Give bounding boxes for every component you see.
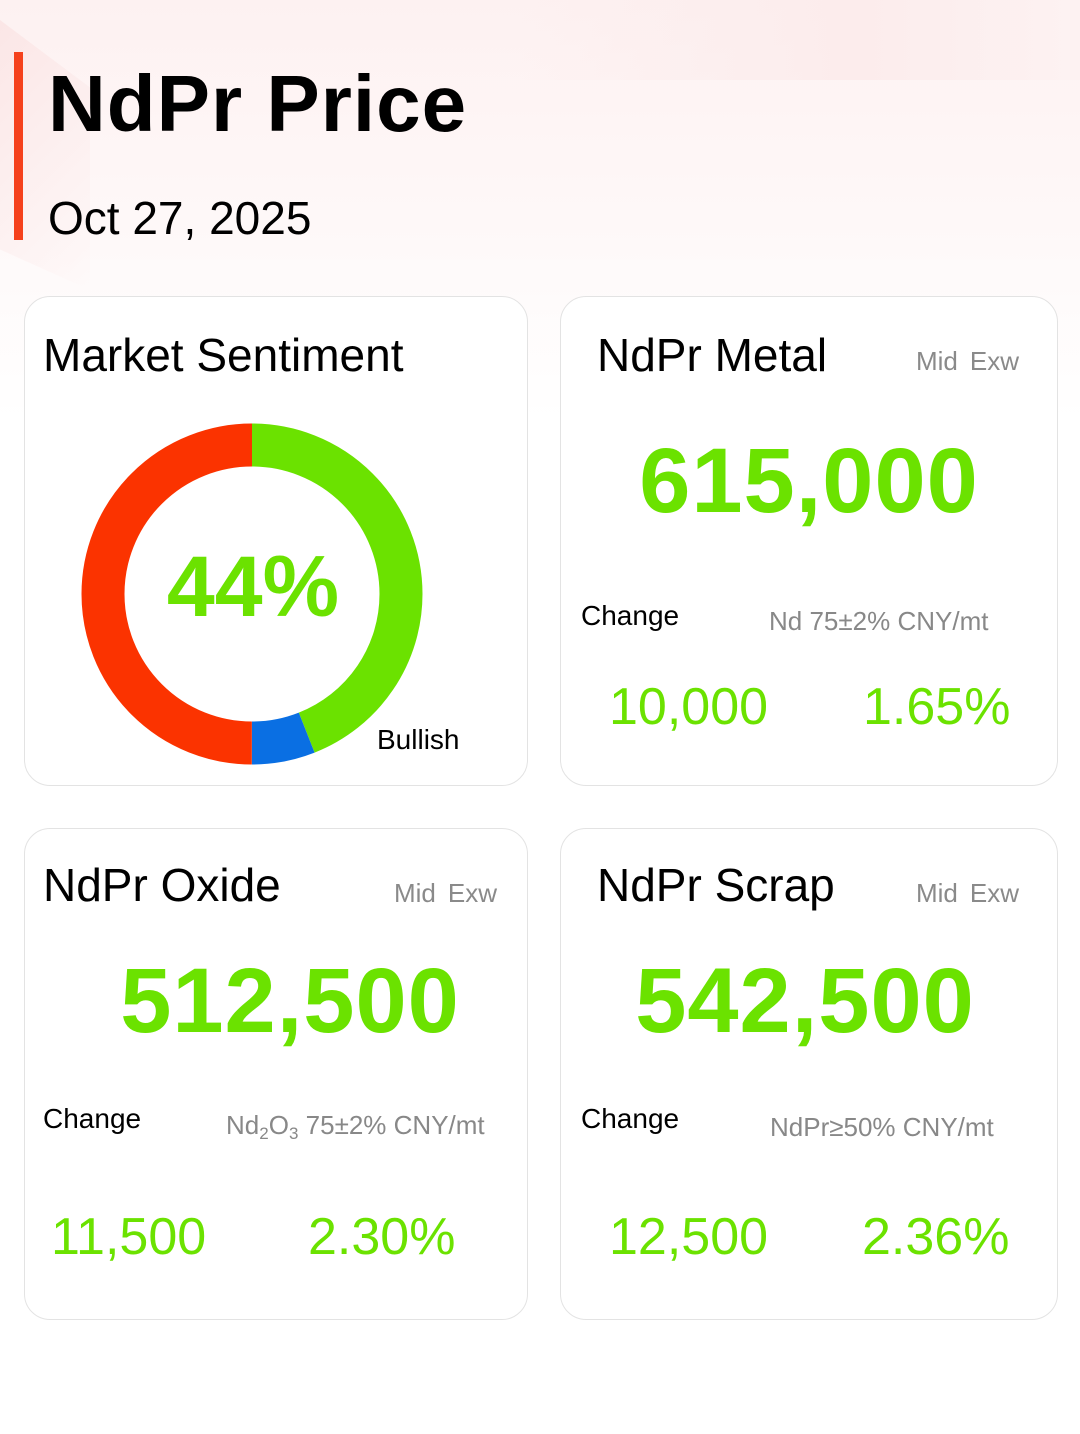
spec-formula: Nd (226, 1110, 260, 1140)
page-title: NdPr Price (48, 59, 468, 148)
change-percent: 2.36% (862, 1208, 1010, 1266)
card-title: Market Sentiment (43, 329, 404, 381)
price-value: 542,500 (635, 950, 975, 1052)
price-value: 615,000 (639, 430, 979, 532)
tag-mid: Mid (915, 346, 958, 376)
spec-formula: O (268, 1110, 289, 1140)
change-label: Change (581, 1103, 680, 1134)
change-absolute: 12,500 (609, 1208, 769, 1266)
price-type-tags: Mid Exw (916, 877, 1019, 909)
spec-subscript: 2 (259, 1124, 269, 1143)
sentiment-percent: 44% (166, 539, 340, 635)
product-spec: Nd 75±2% CNY/mt (769, 606, 989, 636)
decorative-shape (520, 0, 1080, 80)
change-absolute: 11,500 (51, 1208, 207, 1266)
card-title: NdPr Oxide (43, 859, 281, 911)
change-absolute: 10,000 (609, 678, 769, 736)
price-type-tags: Mid Exw (394, 877, 497, 909)
spec-text: 75±2% CNY/mt (298, 1110, 485, 1140)
ndpr-metal-card: NdPr Metal Mid Exw 615,000 Change Nd 75±2… (560, 296, 1058, 786)
change-percent: 2.30% (308, 1208, 456, 1266)
title-accent-bar (14, 52, 23, 240)
product-spec: Nd2O3 75±2% CNY/mt (226, 1109, 485, 1143)
tag-exw: Exw (969, 346, 1019, 376)
sentiment-donut-chart (81, 423, 423, 765)
change-percent: 1.65% (863, 678, 1011, 736)
tag-mid: Mid (393, 878, 436, 908)
change-label: Change (43, 1103, 142, 1134)
donut-segment-bearish (81, 423, 423, 765)
spec-subscript: 3 (288, 1124, 299, 1143)
change-label: Change (581, 600, 680, 631)
market-sentiment-card: Market Sentiment 44% Bullish (24, 296, 528, 786)
ndpr-oxide-card: NdPr Oxide Mid Exw 512,500 Change Nd2O3 7… (24, 828, 528, 1320)
product-spec: NdPr≥50% CNY/mt (770, 1112, 994, 1142)
tag-mid: Mid (915, 878, 958, 908)
bullish-label: Bullish (377, 724, 460, 755)
tag-exw: Exw (447, 878, 497, 908)
price-value: 512,500 (120, 950, 460, 1052)
card-title: NdPr Metal (597, 329, 828, 381)
price-type-tags: Mid Exw (916, 345, 1019, 377)
card-title: NdPr Scrap (597, 859, 835, 911)
ndpr-scrap-card: NdPr Scrap Mid Exw 542,500 Change NdPr≥50… (560, 828, 1058, 1320)
donut-segment-neutral (81, 423, 423, 765)
tag-exw: Exw (969, 878, 1019, 908)
page-date: Oct 27, 2025 (48, 192, 312, 244)
